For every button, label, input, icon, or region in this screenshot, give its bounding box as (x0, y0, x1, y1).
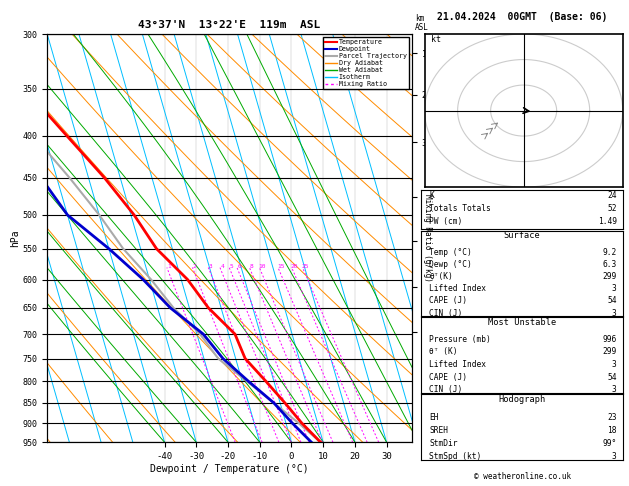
Text: EH: EH (430, 413, 439, 421)
Text: 18: 18 (607, 426, 616, 434)
Text: © weatheronline.co.uk: © weatheronline.co.uk (474, 472, 571, 481)
Text: SREH: SREH (430, 426, 448, 434)
Text: 99°: 99° (603, 439, 616, 448)
Text: 996: 996 (603, 335, 616, 344)
Text: 5: 5 (230, 264, 233, 269)
Y-axis label: hPa: hPa (9, 229, 19, 247)
Text: 25: 25 (301, 264, 309, 269)
Title: 43°37'N  13°22'E  119m  ASL: 43°37'N 13°22'E 119m ASL (138, 20, 321, 31)
Text: 299: 299 (603, 272, 616, 281)
Text: Lifted Index: Lifted Index (430, 360, 486, 369)
Text: 1.49: 1.49 (598, 217, 616, 226)
Text: StmSpd (kt): StmSpd (kt) (430, 452, 482, 461)
Text: 54: 54 (607, 373, 616, 382)
Text: 15: 15 (277, 264, 284, 269)
Text: 1: 1 (167, 264, 171, 269)
Text: Lifted Index: Lifted Index (430, 284, 486, 294)
Text: 3: 3 (612, 284, 616, 294)
Text: kt: kt (431, 35, 441, 44)
Text: 3: 3 (612, 309, 616, 318)
Text: 3: 3 (612, 452, 616, 461)
Text: 6.3: 6.3 (603, 260, 616, 269)
Text: 52: 52 (607, 204, 616, 213)
Text: 20: 20 (291, 264, 298, 269)
Text: CIN (J): CIN (J) (430, 309, 463, 318)
Text: Dewp (°C): Dewp (°C) (430, 260, 472, 269)
Text: Hodograph: Hodograph (498, 395, 546, 404)
Text: θᵀ(K): θᵀ(K) (430, 272, 454, 281)
Text: 3: 3 (612, 385, 616, 394)
Text: 9.2: 9.2 (603, 248, 616, 257)
Text: 299: 299 (603, 347, 616, 357)
Text: Most Unstable: Most Unstable (488, 318, 556, 327)
Text: 4: 4 (221, 264, 225, 269)
Text: CIN (J): CIN (J) (430, 385, 463, 394)
Text: Totals Totals: Totals Totals (430, 204, 491, 213)
Text: CAPE (J): CAPE (J) (430, 296, 467, 306)
Text: 10: 10 (258, 264, 265, 269)
X-axis label: Dewpoint / Temperature (°C): Dewpoint / Temperature (°C) (150, 464, 309, 474)
Text: 3: 3 (612, 360, 616, 369)
Text: 23: 23 (607, 413, 616, 421)
Text: LCL: LCL (528, 442, 540, 448)
Text: 6: 6 (238, 264, 242, 269)
Text: km
ASL: km ASL (415, 14, 429, 32)
Text: Pressure (mb): Pressure (mb) (430, 335, 491, 344)
Text: 8: 8 (250, 264, 254, 269)
Text: 21.04.2024  00GMT  (Base: 06): 21.04.2024 00GMT (Base: 06) (437, 12, 607, 22)
Text: θᵀ (K): θᵀ (K) (430, 347, 458, 357)
Text: 54: 54 (607, 296, 616, 306)
Text: Surface: Surface (504, 231, 540, 240)
Text: 2: 2 (193, 264, 197, 269)
Text: StmDir: StmDir (430, 439, 458, 448)
Text: PW (cm): PW (cm) (430, 217, 463, 226)
Legend: Temperature, Dewpoint, Parcel Trajectory, Dry Adiabat, Wet Adiabat, Isotherm, Mi: Temperature, Dewpoint, Parcel Trajectory… (323, 37, 409, 89)
Text: K: K (430, 191, 434, 200)
Text: CAPE (J): CAPE (J) (430, 373, 467, 382)
Text: Mixing Ratio (g/kg): Mixing Ratio (g/kg) (423, 194, 432, 282)
Text: 24: 24 (607, 191, 616, 200)
Text: 3: 3 (209, 264, 213, 269)
Text: Temp (°C): Temp (°C) (430, 248, 472, 257)
